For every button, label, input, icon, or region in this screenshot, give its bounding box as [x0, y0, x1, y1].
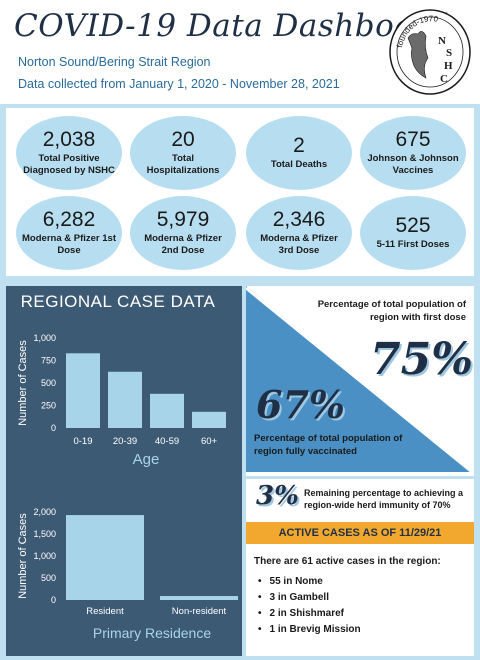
logo-letter-h: H: [444, 60, 453, 72]
bar-0-19: [66, 353, 100, 428]
first-dose-label: Percentage of total population of region…: [317, 299, 466, 323]
stat-value: 20: [171, 128, 195, 151]
x-tick-label: 40-59: [155, 436, 179, 447]
stat-label: Moderna & Pfizer 3rd Dose: [260, 233, 338, 256]
stat-value: 525: [395, 214, 431, 237]
list-item: 1 in Brevig Mission: [258, 622, 361, 638]
x-tick-label: 0-19: [73, 436, 92, 447]
herd-immunity-box: [246, 476, 474, 518]
x-tick-label: Non-resident: [172, 606, 227, 617]
logo-letter-s: S: [446, 47, 452, 59]
stat-label: Moderna & Pfizer 1st Dose: [22, 233, 116, 256]
stat-value: 5,979: [156, 208, 210, 231]
stat-third-dose: 2,346 Moderna & Pfizer 3rd Dose: [246, 196, 352, 270]
bar-40-59: [150, 393, 184, 428]
stat-value: 2: [293, 134, 305, 157]
remaining-label: Remaining percentage to achieving a regi…: [304, 488, 464, 510]
stat-second-dose: 5,979 Moderna & Pfizer 2nd Dose: [130, 196, 236, 270]
first-dose-percentage: 75%: [370, 334, 474, 385]
logo-letter-n: N: [438, 35, 446, 47]
x-axis-title: Primary Residence: [93, 625, 211, 641]
stat-5-11-first-doses: 525 5-11 First Doses: [360, 196, 466, 270]
list-item: 3 in Gambell: [258, 590, 361, 606]
header: COVID-19 Data Dashboard Norton Sound/Ber…: [0, 0, 480, 104]
bar-resident: [66, 515, 144, 600]
active-cases-intro: There are 61 active cases in the region:: [254, 556, 441, 567]
date-range-subtitle: Data collected from January 1, 2020 - No…: [18, 77, 340, 91]
stat-deaths: 2 Total Deaths: [246, 116, 352, 190]
y-axis-title: Number of Cases: [17, 513, 29, 599]
vaccination-triangle: [246, 286, 473, 474]
y-axis-title: Number of Cases: [17, 340, 29, 426]
stat-hospitalizations: 20 Total Hospitalizations: [130, 116, 236, 190]
stat-value: 2,346: [272, 208, 326, 231]
case-charts: 0 250 500 750 1,000 0-19 20-39 40-59 60+ Age Numbe…: [17, 333, 238, 641]
stat-label: 5-11 First Doses: [376, 239, 450, 250]
stat-label: Total Positive Diagnosed by NSHC: [23, 153, 115, 176]
y-tick-label: 1,000: [33, 551, 56, 561]
stat-jj-vaccines: 675 Johnson & Johnson Vaccines: [360, 116, 466, 190]
stat-label: Total Hospitalizations: [146, 153, 220, 176]
list-item: 55 in Nome: [258, 574, 361, 590]
stat-first-dose: 6,282 Moderna & Pfizer 1st Dose: [16, 196, 122, 270]
y-tick-label: 1,500: [33, 529, 56, 539]
y-tick-label: 750: [41, 356, 56, 366]
y-tick-label: 0: [51, 595, 56, 605]
stat-value: 2,038: [42, 128, 96, 151]
y-tick-label: 0: [51, 423, 56, 433]
logo-letter-c: C: [440, 73, 448, 85]
y-tick-label: 500: [41, 378, 56, 388]
bar-20-39: [108, 371, 142, 428]
x-tick-label: 20-39: [113, 436, 137, 447]
stat-value: 675: [395, 128, 431, 151]
bar-non-resident: [160, 596, 238, 600]
stat-total-positive: 2,038 Total Positive Diagnosed by NSHC: [16, 116, 122, 190]
region-subtitle: Norton Sound/Bering Strait Region: [18, 55, 211, 69]
bar-60-: [192, 411, 226, 428]
nshc-seal-logo: founded-1970 N S H C: [389, 9, 471, 95]
x-tick-label: Resident: [86, 606, 124, 617]
stat-label: Total Deaths: [270, 159, 328, 170]
list-item: 2 in Shishmaref: [258, 606, 361, 622]
page-title: COVID-19 Data Dashboard: [14, 8, 449, 44]
y-tick-label: 1,000: [33, 333, 56, 343]
stats-panel: 2,038 Total Positive Diagnosed by NSHC 2…: [6, 108, 474, 276]
x-axis-title: Age: [133, 451, 160, 468]
y-tick-label: 500: [41, 573, 56, 583]
stat-label: Johnson & Johnson Vaccines: [367, 153, 459, 176]
y-tick-label: 2,000: [33, 507, 56, 517]
y-tick-label: 250: [41, 401, 56, 411]
fully-vaccinated-label: Percentage of total population of region…: [254, 433, 403, 457]
active-cases-banner: ACTIVE CASES AS OF 11/29/21: [246, 522, 474, 544]
stat-label: Moderna & Pfizer 2nd Dose: [144, 233, 222, 256]
fully-vaccinated-percentage: 67%: [256, 382, 345, 427]
remaining-percentage: 3%: [256, 481, 299, 511]
stat-value: 6,282: [42, 208, 96, 231]
x-tick-label: 60+: [201, 436, 218, 447]
active-cases-list: 55 in Nome 3 in Gambell 2 in Shishmaref …: [258, 574, 361, 638]
chart-panel-title: REGIONAL CASE DATA: [20, 292, 216, 311]
